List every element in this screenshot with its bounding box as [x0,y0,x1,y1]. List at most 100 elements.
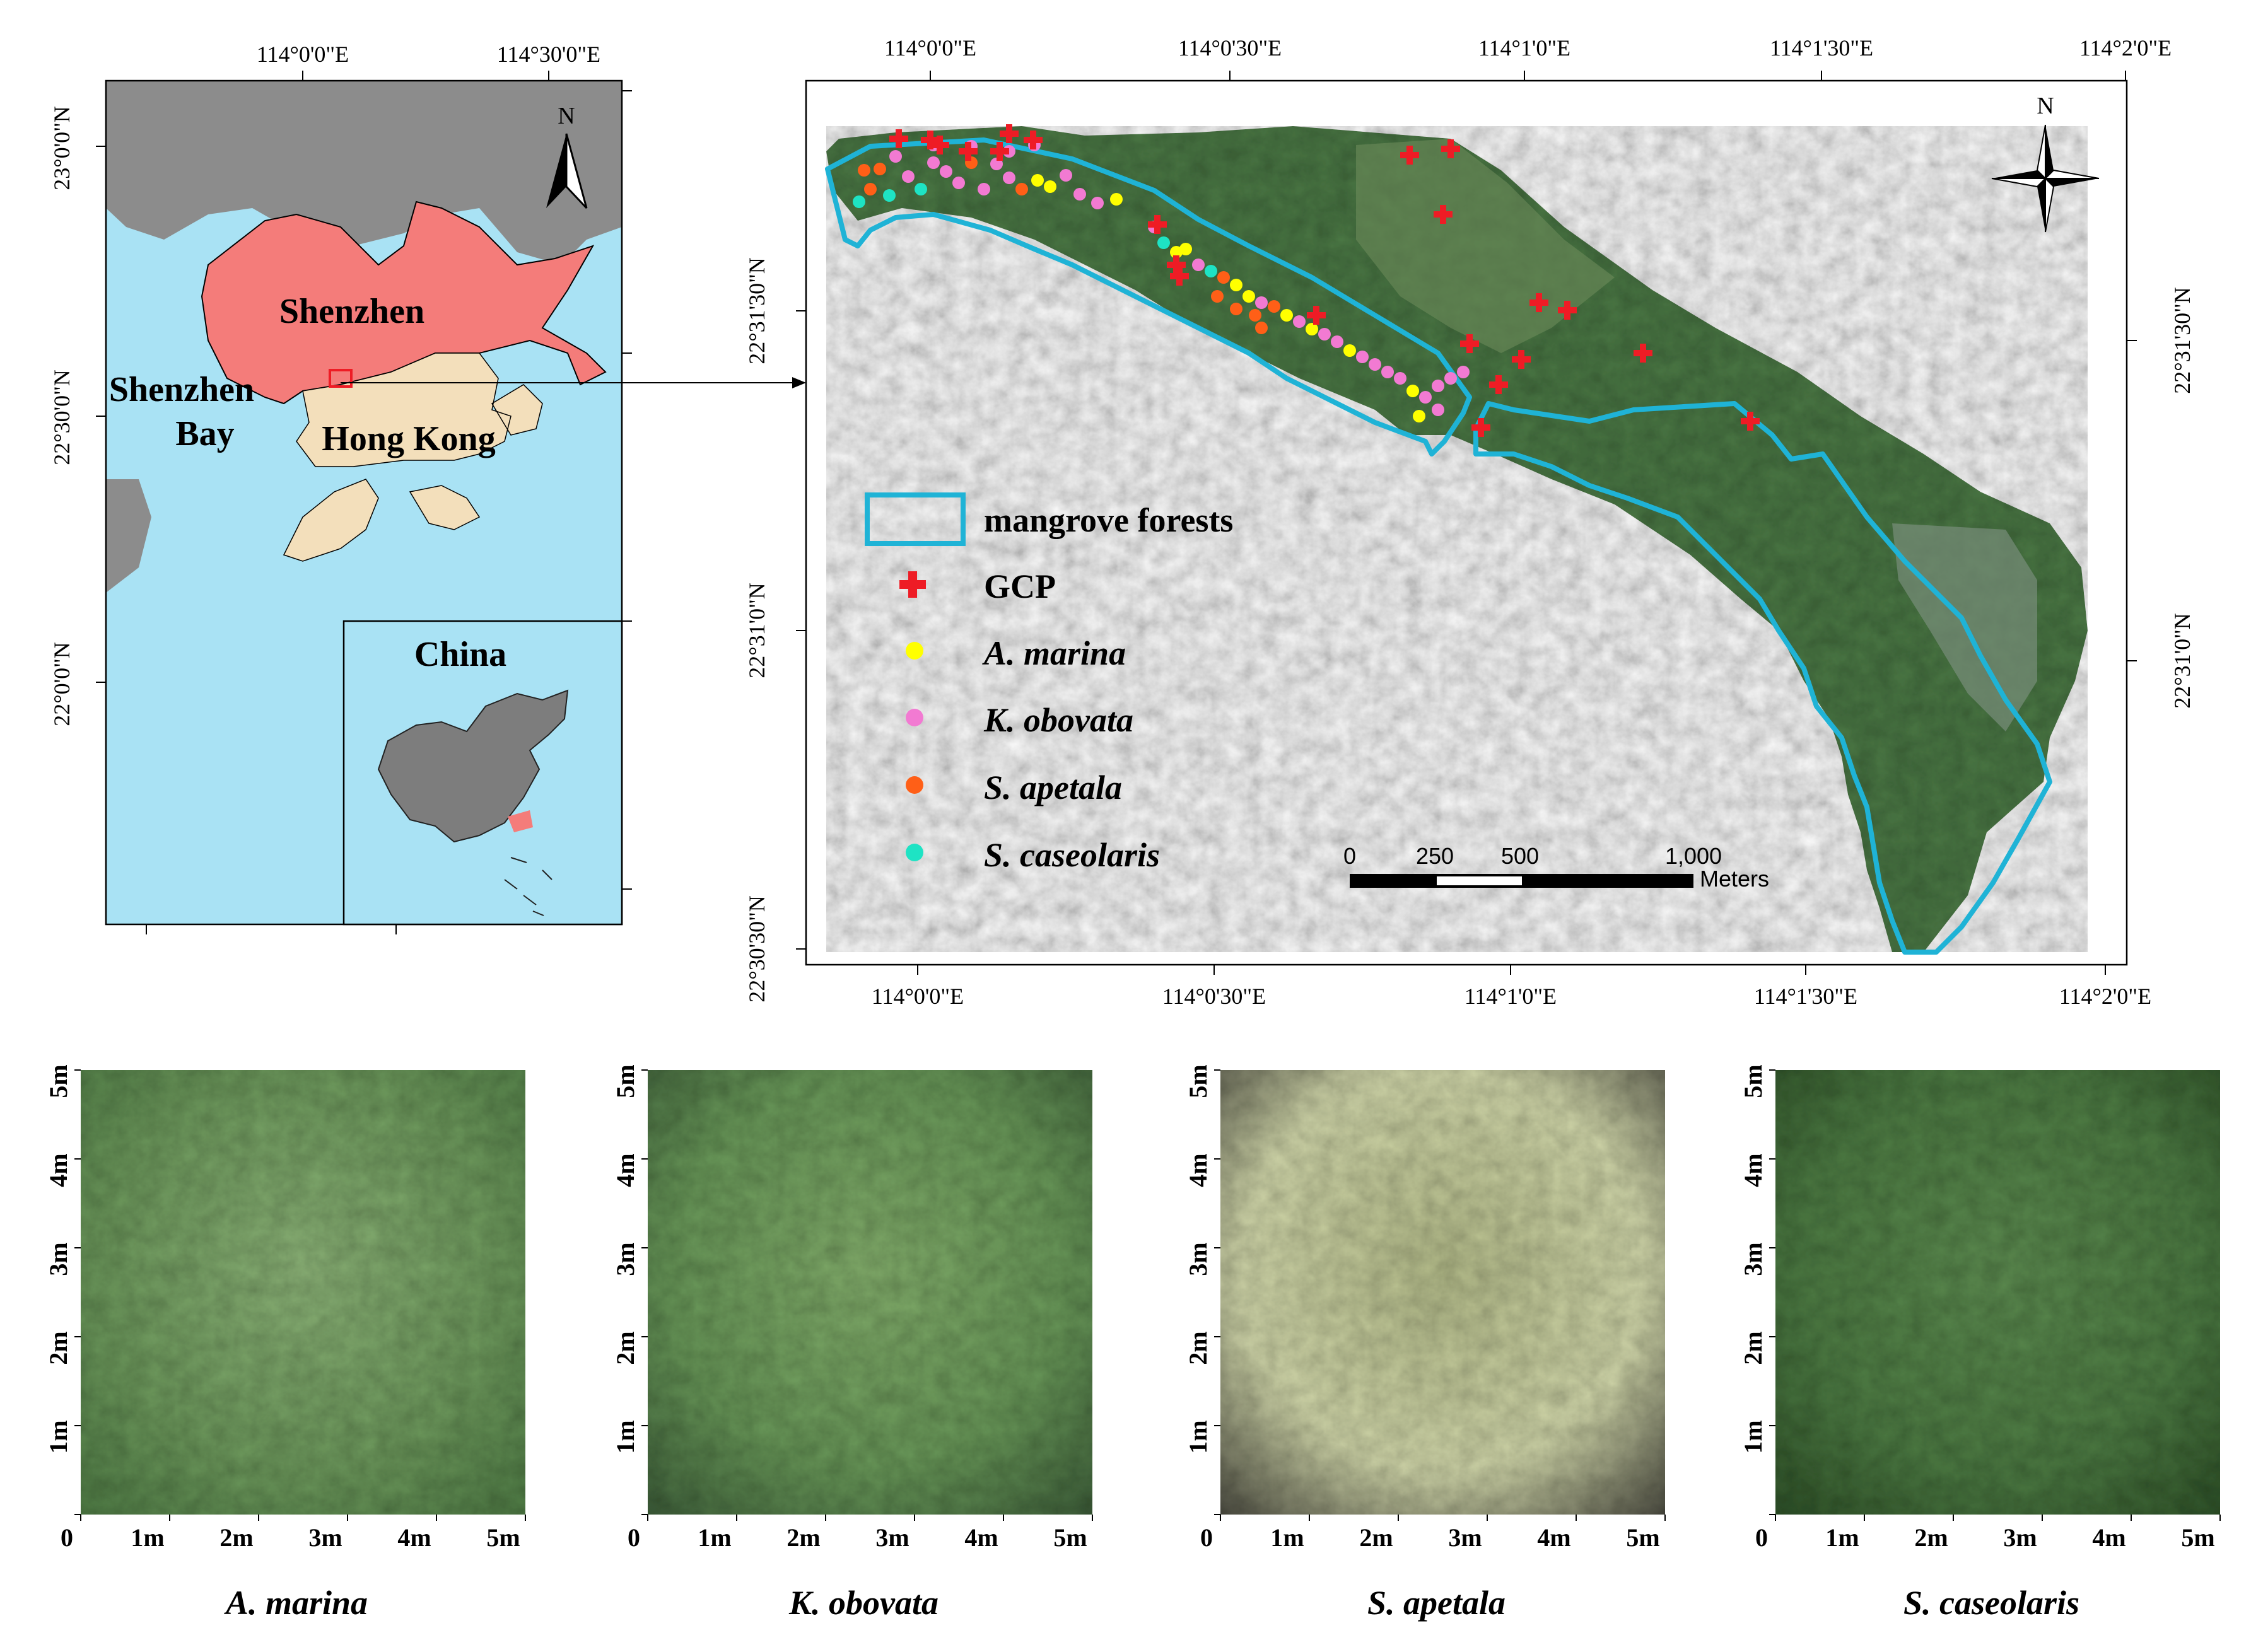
sample-point [858,164,870,177]
sample-point [1255,322,1268,334]
gcp-marker [930,136,949,154]
sample-point [1457,366,1470,378]
sample-point [1242,290,1255,303]
north-arrow-icon: N [546,103,588,209]
patch-y-label: 2m [44,1331,73,1364]
patch-y-label: 1m [1739,1420,1767,1453]
study-map-top-lon-label: 114°1'30"E [1770,35,1873,61]
patch-y-label: 4m [44,1153,73,1187]
location-map: 114°0'0"E 114°30'0"E 23°0'0"N 22°30'0"N … [49,42,806,934]
patch-x-label: 0 [1755,1523,1768,1552]
sample-point [1280,309,1293,322]
patch-x-label: 0 [628,1523,640,1552]
canopy-image [81,1070,525,1515]
sample-point [889,150,902,163]
sample-point [883,189,896,202]
patch-x-label: 1m [1825,1523,1859,1552]
sample-point [1110,193,1123,206]
gcp-marker [1167,255,1186,274]
legend-label: A. marina [982,634,1126,672]
legend-symbol-k-obovata [906,709,923,726]
sample-point [1073,188,1086,201]
location-map-west-island [106,479,151,593]
sample-point [1192,259,1205,271]
sample-point [1293,315,1306,328]
sample-point [1003,172,1015,184]
patch-x-label: 1m [131,1523,164,1552]
sample-point [1356,351,1369,363]
patch-x-label: 0 [1200,1523,1213,1552]
study-map-left-lat-label: 22°31'0"N [744,583,769,678]
location-map-lat-label: 23°0'0"N [49,106,74,190]
sample-point [1249,309,1261,322]
legend-symbol-s-apetala [906,776,923,794]
patch-y-label: 5m [1739,1064,1767,1098]
patch-y-label: 4m [1739,1153,1767,1187]
gcp-marker [1741,412,1760,431]
legend-label: K. obovata [983,701,1133,739]
sample-point [1432,380,1444,392]
gcp-marker [1434,205,1453,224]
patch-x-label: 2m [219,1523,253,1552]
sample-point [1230,279,1242,291]
place-shenzhen-bay: Shenzhen [109,370,254,409]
gcp-marker [1170,267,1189,286]
patch-y-label: 1m [44,1420,73,1453]
gcp-marker [959,142,978,161]
patch-x-label: 4m [2092,1523,2125,1552]
study-map-bottom-lon-label: 114°1'0"E [1465,984,1557,1009]
patch-y-label: 3m [1739,1242,1767,1276]
sample-point [1217,271,1230,284]
gcp-marker [1024,131,1043,149]
svg-text:N: N [2037,93,2054,119]
sample-point [1211,290,1224,303]
study-map-bottom-lon-label: 114°0'30"E [1162,984,1266,1009]
patch-x-label: 1m [1270,1523,1304,1552]
patch-y-label: 3m [611,1242,640,1276]
place-shenzhen: Shenzhen [279,292,424,331]
legend-label: GCP [984,567,1056,605]
sample-point [1413,410,1425,422]
location-map-lat-label: 22°30'0"N [49,369,74,465]
sample-point [1015,183,1028,195]
study-map-right-lat-label: 22°31'30"N [2170,287,2195,394]
study-area-map: 114°0'0"E 114°0'30"E 114°1'0"E 114°1'30"… [744,35,2195,1009]
species-patch: 5m 4m 3m 2m 1m 0 1m 2m 3m 4m 5m S. caseolaris [1739,1064,2221,1622]
scale-bar: 0 250 500 1,000 Meters [1343,843,1769,892]
patch-x-label: 2m [1914,1523,1948,1552]
mangrove-boundary-west [825,137,1472,457]
patch-y-label: 5m [1184,1064,1212,1098]
patch-y-label: 5m [44,1064,73,1098]
patch-x-label: 5m [2181,1523,2214,1552]
sample-point [1381,366,1394,378]
gcp-marker [1148,215,1167,234]
location-map-lon-label: 114°30'0"E [497,42,600,67]
scale-bar-tick: 0 [1343,843,1356,869]
canopy-image [648,1070,1092,1515]
sample-point [1230,303,1242,315]
gcp-marker [1471,418,1490,437]
patch-x-label: 2m [1359,1523,1393,1552]
compass-rose-icon: N [1991,93,2100,233]
patch-y-label: 1m [611,1420,640,1453]
location-map-hong-kong [283,352,543,562]
study-map-left-lat-label: 22°31'30"N [744,257,769,364]
sample-point [1331,335,1343,348]
gcp-marker [921,131,940,149]
species-patches: 5m 4m 3m 2m 1m 0 1m 2m 3m 4m 5m A. marina 5m 4m 3m 2m 1m… [44,1064,2221,1622]
patch-y-label: 3m [1184,1242,1212,1276]
sample-point [1255,296,1268,309]
sample-point [864,183,877,195]
china-outline [377,689,569,843]
legend-symbol-mangrove [865,492,966,546]
china-islands [504,857,553,916]
study-map-top-lon-label: 114°0'30"E [1178,35,1282,61]
patch-y-label: 5m [611,1064,640,1098]
patch-y-label: 1m [1184,1420,1212,1453]
place-shenzhen-bay: Bay [175,414,234,453]
patch-x-label: 0 [61,1523,73,1552]
place-hong-kong: Hong Kong [322,419,495,458]
svg-text:N: N [558,103,575,129]
sample-point [915,183,927,195]
